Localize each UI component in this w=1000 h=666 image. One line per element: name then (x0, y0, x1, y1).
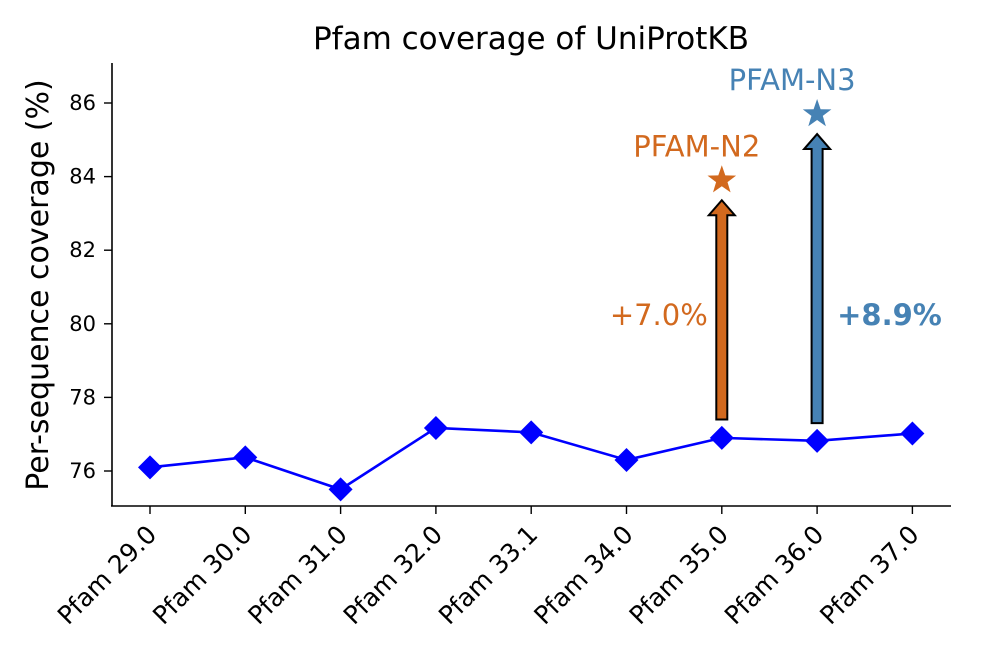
data-point (328, 477, 353, 502)
x-tick-label: Pfam 32.0 (338, 520, 448, 630)
x-tick-label: Pfam 34.0 (528, 520, 638, 630)
x-tick-label: Pfam 36.0 (719, 520, 829, 630)
x-tick-label: Pfam 30.0 (147, 520, 257, 630)
annotation-layer: PFAM-N2 +7.0% PFAM-N3 +8.9% (610, 63, 942, 425)
y-tick-label: 78 (69, 385, 96, 409)
y-tick-label: 86 (69, 91, 96, 115)
y-axis-label: Per-sequence coverage (%) (21, 79, 56, 491)
data-point (423, 415, 448, 440)
y-tick-label: 76 (69, 459, 96, 483)
data-point (138, 455, 162, 480)
data-point (614, 447, 639, 472)
x-tick-label: Pfam 31.0 (242, 520, 352, 630)
star-marker (802, 99, 832, 127)
data-point (233, 445, 258, 470)
star-marker (707, 165, 737, 193)
data-point (709, 425, 734, 450)
x-tick-label: Pfam 35.0 (624, 520, 734, 630)
y-tick-label: 82 (69, 238, 96, 262)
x-tick-label: Pfam 37.0 (814, 520, 924, 630)
data-point (900, 421, 925, 446)
y-tick-label: 84 (69, 165, 96, 189)
x-tick-label: Pfam 29.0 (52, 520, 162, 630)
increase-label: +8.9% (837, 298, 942, 332)
improvement-arrow (706, 198, 737, 421)
y-tick-label: 80 (69, 312, 96, 336)
annotation-label: PFAM-N3 (729, 63, 856, 97)
chart-title: Pfam coverage of UniProtKB (313, 21, 749, 57)
improvement-arrow (801, 132, 833, 425)
annotation-label: PFAM-N2 (633, 129, 760, 163)
data-point (519, 420, 544, 445)
increase-label: +7.0% (610, 298, 708, 332)
data-point (805, 428, 830, 453)
x-tick-label: Pfam 33.1 (433, 520, 543, 630)
y-ticks: 76 78 80 82 84 86 (69, 91, 112, 483)
series-layer (138, 415, 925, 502)
